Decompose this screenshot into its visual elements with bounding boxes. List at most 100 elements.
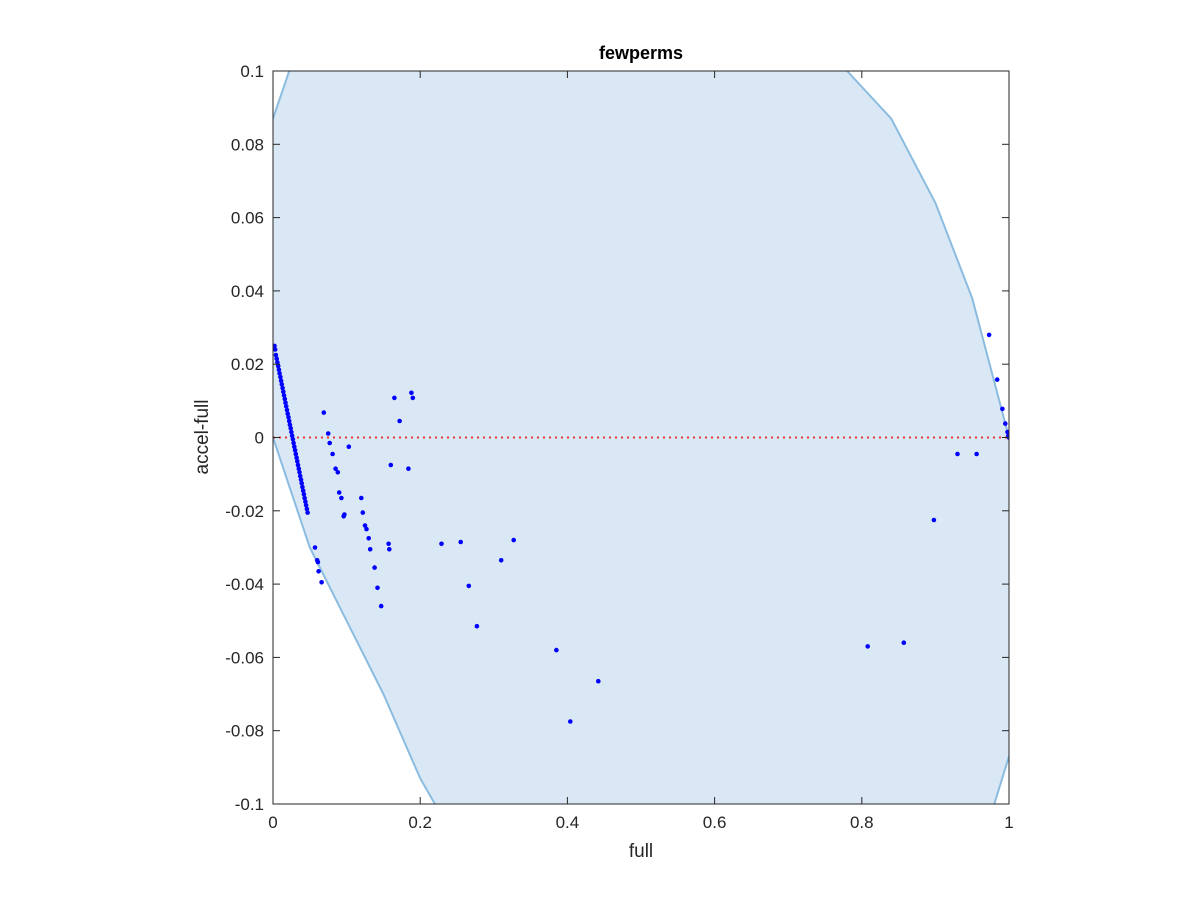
data-point xyxy=(296,466,302,472)
data-point xyxy=(297,473,303,479)
data-point xyxy=(300,484,305,490)
data-point xyxy=(281,393,287,398)
y-tick-label: -0.02 xyxy=(225,502,264,521)
data-point xyxy=(286,415,291,420)
y-tick-label: -0.04 xyxy=(225,575,264,594)
data-point xyxy=(466,583,472,589)
data-point xyxy=(279,382,285,387)
y-tick-label: 0.08 xyxy=(231,135,264,154)
data-point xyxy=(301,492,307,497)
data-point xyxy=(281,389,286,395)
data-point xyxy=(335,470,341,475)
data-point xyxy=(498,558,504,563)
data-point xyxy=(298,477,304,482)
data-point xyxy=(290,437,296,442)
data-point xyxy=(273,352,279,358)
y-tick-label: 0 xyxy=(255,429,264,448)
y-tick-label: 0.04 xyxy=(231,282,264,301)
data-point xyxy=(303,499,308,504)
data-point xyxy=(372,565,377,570)
x-tick-label: 0 xyxy=(268,813,277,832)
data-point xyxy=(554,647,559,653)
data-point xyxy=(292,444,297,450)
band-edge-lower xyxy=(273,437,436,804)
data-point xyxy=(388,462,394,468)
data-point xyxy=(511,537,516,543)
data-point xyxy=(282,396,288,402)
data-point xyxy=(283,400,288,406)
data-point xyxy=(375,585,380,591)
data-point xyxy=(596,678,601,684)
data-point xyxy=(378,603,384,609)
data-point xyxy=(278,378,284,384)
data-point xyxy=(277,371,282,376)
data-point xyxy=(360,510,366,515)
chart-title: fewperms xyxy=(599,43,683,63)
data-point xyxy=(273,343,277,349)
y-tick-label: -0.08 xyxy=(225,722,264,741)
x-tick-label: 1 xyxy=(1004,813,1013,832)
data-point xyxy=(342,512,347,517)
band-edge-left xyxy=(273,71,291,119)
data-point xyxy=(410,395,416,401)
data-point xyxy=(316,569,321,574)
data-point xyxy=(339,495,344,501)
y-axis-label: accel-full xyxy=(192,400,213,475)
data-point xyxy=(273,347,278,352)
data-point xyxy=(359,495,364,501)
data-point xyxy=(386,541,391,547)
data-point xyxy=(300,488,306,493)
data-point xyxy=(303,503,309,508)
data-point xyxy=(994,377,1000,382)
x-axis-label: full xyxy=(629,841,653,862)
data-points xyxy=(273,332,1009,724)
x-tick-label: 0.6 xyxy=(703,813,727,832)
data-point xyxy=(289,429,294,435)
data-point xyxy=(285,411,291,417)
data-point xyxy=(275,360,280,365)
data-point xyxy=(297,470,302,475)
data-point xyxy=(280,385,285,391)
data-point xyxy=(974,451,979,457)
data-point xyxy=(901,640,907,645)
data-point xyxy=(295,462,301,468)
data-point xyxy=(292,448,298,453)
data-point xyxy=(955,451,960,457)
data-point xyxy=(274,356,280,362)
data-point xyxy=(287,422,293,428)
data-point xyxy=(330,451,335,457)
band-edge-right xyxy=(993,756,1009,804)
data-point xyxy=(409,390,414,396)
data-point xyxy=(865,644,870,649)
y-tick-label: -0.06 xyxy=(225,648,264,667)
x-tick-label: 0.4 xyxy=(556,813,580,832)
data-point xyxy=(304,506,310,512)
band-edge-upper xyxy=(846,71,1009,438)
data-point xyxy=(406,466,411,472)
data-point xyxy=(1003,421,1008,426)
data-point xyxy=(327,440,333,446)
data-point xyxy=(387,547,392,552)
data-point xyxy=(319,580,324,585)
data-point xyxy=(291,440,296,446)
y-tick-label: 0.06 xyxy=(231,209,264,228)
data-point xyxy=(333,466,338,472)
data-point xyxy=(302,495,307,501)
x-axis-ticks: 0 0.2 0.4 0.6 0.8 1 xyxy=(268,71,1014,832)
data-point xyxy=(299,481,305,486)
x-tick-label: 0.2 xyxy=(408,813,432,832)
data-point xyxy=(275,363,281,369)
data-point xyxy=(289,433,295,439)
data-point xyxy=(474,623,480,629)
data-point xyxy=(362,523,368,528)
data-point xyxy=(931,517,937,523)
data-point xyxy=(286,418,292,424)
data-point xyxy=(986,332,992,338)
data-point xyxy=(336,490,342,495)
data-point xyxy=(278,374,283,380)
data-point xyxy=(458,539,464,545)
data-point xyxy=(288,426,294,431)
data-point xyxy=(283,404,289,409)
data-point xyxy=(293,451,299,457)
